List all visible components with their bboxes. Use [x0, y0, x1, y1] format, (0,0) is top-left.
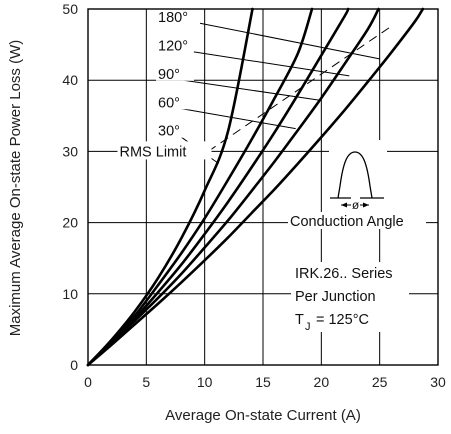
x-tick-label: 10: [197, 374, 213, 390]
curve-labels: 180° 120° 90° 60° 30° RMS Limit: [117, 6, 212, 160]
device-annotation: IRK.26.. Series Per Junction T J = 125°C: [291, 262, 409, 333]
curves: [86, 7, 425, 367]
conduction-angle-label: Conduction Angle: [290, 214, 404, 230]
curve-label-bg: [156, 6, 194, 24]
y-axis-title: Maximum Average On-state Power Loss (W): [7, 40, 24, 336]
curve-label-120-deg: 120°: [158, 38, 188, 54]
junction-temp-value: = 125°C: [316, 312, 369, 328]
y-tick-label: 40: [62, 72, 78, 88]
tick-labels: 0 5 10 15 20 25 30 0 10 20 30 40 50: [62, 1, 446, 390]
x-tick-label: 20: [314, 374, 330, 390]
rms-label-bg: [117, 141, 212, 160]
y-tick-label: 30: [62, 143, 78, 159]
conduction-angle-inset: ø Conduction Angle: [288, 140, 426, 230]
x-tick-label: 0: [84, 374, 92, 390]
per-junction-note: Per Junction: [295, 289, 376, 305]
y-tick-label: 10: [62, 286, 78, 302]
leader-line: [199, 22, 380, 60]
leader-line: [192, 51, 350, 77]
plot-frame: [87, 8, 439, 366]
x-axis-title: Average On-state Current (A): [165, 407, 361, 424]
leader-lines: [181, 22, 380, 164]
curve-30-deg: [86, 7, 425, 367]
curve-120-deg: [86, 7, 314, 367]
x-tick-label: 5: [142, 374, 150, 390]
series-name: IRK.26.. Series: [295, 266, 393, 282]
conduction-symbol-bg: [351, 197, 360, 211]
conduction-angle-symbol: ø: [352, 198, 360, 212]
x-tick-label: 30: [430, 374, 446, 390]
junction-temp-subscript: J: [305, 321, 311, 333]
curve-label-bg: [156, 35, 194, 53]
leader-line: [181, 108, 296, 130]
x-tick-label: 15: [255, 374, 271, 390]
curve-label-bg: [156, 92, 194, 110]
rms-limit-label: RMS Limit: [120, 144, 187, 160]
curve-label-30-deg: 30°: [158, 124, 180, 140]
y-tick-label: 0: [70, 357, 78, 373]
curve-180-deg: [86, 7, 254, 367]
curve-label-bg: [156, 63, 194, 81]
curve-label-bg: [156, 120, 194, 138]
half-sine-waveform-icon: [337, 151, 373, 199]
leader-line: [183, 79, 320, 101]
arrowhead-left-icon: [341, 202, 347, 208]
device-annotation-bg: [291, 262, 409, 332]
curve-90-deg: [86, 7, 350, 367]
arrowhead-right-icon: [363, 202, 369, 208]
junction-temp-symbol: T: [295, 312, 304, 328]
curve-60-deg: [86, 7, 380, 367]
curve-label-90-deg: 90°: [158, 67, 180, 83]
y-tick-label: 50: [62, 1, 78, 17]
curve-label-60-deg: 60°: [158, 95, 180, 111]
x-tick-label: 25: [372, 374, 388, 390]
y-tick-label: 20: [62, 215, 78, 231]
curve-label-180-deg: 180°: [158, 10, 188, 26]
conduction-label-bg: [288, 212, 426, 229]
